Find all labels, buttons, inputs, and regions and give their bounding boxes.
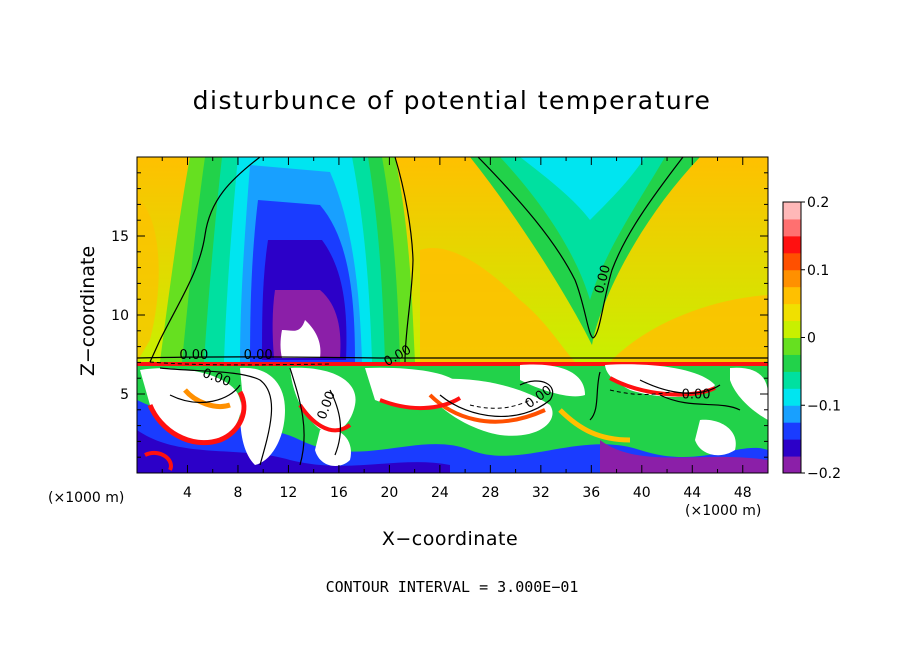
x-tick-label: 8 [233, 485, 242, 501]
y-tick-label: 5 [120, 387, 129, 403]
colorbar-swatch [783, 286, 801, 305]
contour-field [137, 157, 768, 473]
zero-contours [137, 157, 768, 466]
x-tick-label: 44 [683, 485, 701, 501]
colorbar-tick-label: 0.2 [807, 195, 829, 211]
chart-title: disturbunce of potential temperature [192, 86, 712, 115]
x-tick-label: 16 [330, 485, 348, 501]
x-axis: 4 8 12 16 20 24 28 32 36 40 44 48 [161, 157, 752, 501]
colorbar-swatch [783, 354, 801, 372]
x-tick-label: 12 [280, 485, 298, 501]
negative-contours [149, 361, 671, 409]
colorbar-swatch [783, 337, 801, 355]
colorbar-tick-label: −0.1 [807, 398, 841, 414]
colorbar-swatch [783, 388, 801, 406]
x-tick-label: 40 [633, 485, 651, 501]
contour-label: 0.00 [244, 348, 273, 363]
colorbar-tick-label: 0.1 [807, 263, 829, 279]
colorbar-swatch [783, 439, 801, 457]
colorbar-swatch [783, 252, 801, 271]
colorbar: 0.2 0.1 0 −0.1 −0.2 [782, 195, 841, 482]
contour-interval-note: CONTOUR INTERVAL = 3.000E−01 [325, 578, 579, 596]
x-unit-left: (×1000 m) [48, 490, 125, 506]
colorbar-swatch [783, 320, 801, 338]
colorbar-swatch [783, 218, 801, 237]
y-tick-label: 10 [111, 308, 129, 324]
colorbar-tick-label: −0.2 [807, 466, 841, 482]
y-tick-label: 15 [111, 229, 129, 245]
x-tick-label: 28 [481, 485, 499, 501]
colorbar-swatch [783, 235, 801, 254]
x-tick-label: 36 [582, 485, 600, 501]
y-axis: 5 10 15 [111, 172, 768, 458]
x-tick-label: 4 [183, 485, 192, 501]
contour-label: 0.00 [592, 263, 614, 295]
x-tick-label: 48 [734, 485, 752, 501]
colorbar-swatch [783, 371, 801, 389]
x-axis-label: X−coordinate [381, 528, 519, 550]
colorbar-swatch [783, 303, 801, 322]
x-unit-right: (×1000 m) [685, 503, 762, 519]
colorbar-swatch [783, 405, 801, 423]
colorbar-swatch [783, 202, 801, 220]
colorbar-swatch [783, 269, 801, 288]
x-tick-label: 24 [431, 485, 449, 501]
colorbar-swatch [783, 456, 801, 474]
colorbar-swatch [783, 422, 801, 440]
colorbar-tick-label: 0 [807, 331, 816, 347]
x-tick-label: 32 [532, 485, 550, 501]
contour-label: 0.00 [682, 388, 711, 403]
y-axis-label: Z−coordinate [77, 245, 99, 377]
contour-label: 0.00 [179, 348, 208, 363]
x-tick-label: 20 [380, 485, 398, 501]
